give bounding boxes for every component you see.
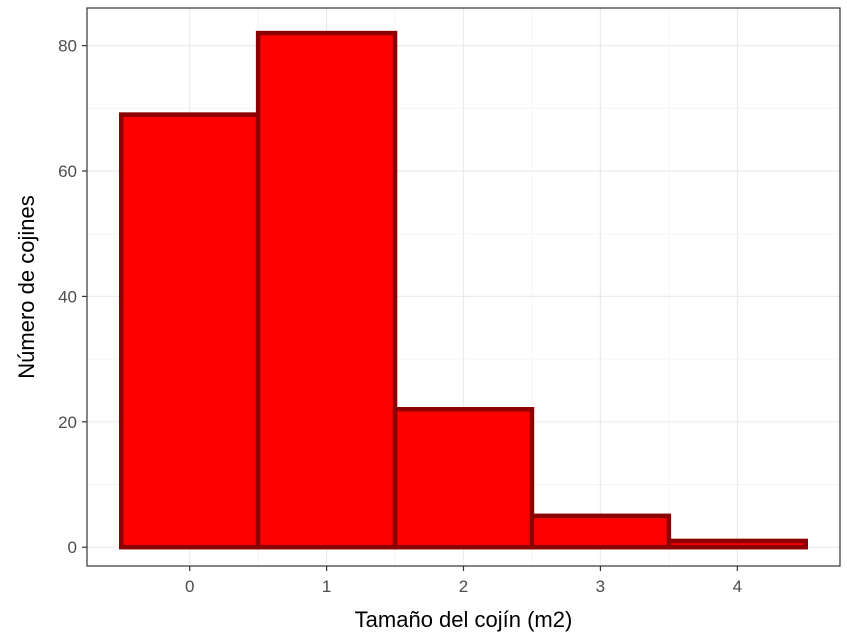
y-tick-label: 0 xyxy=(68,538,77,557)
bars xyxy=(118,30,809,550)
x-tick-label: 1 xyxy=(322,577,331,596)
x-tick-label: 2 xyxy=(459,577,468,596)
bar-1 xyxy=(255,30,398,550)
x-tick-label: 3 xyxy=(596,577,605,596)
y-tick-label: 20 xyxy=(58,413,77,432)
y-tick-label: 40 xyxy=(58,287,77,306)
y-axis-ticks: 0 20 40 60 80 xyxy=(58,37,87,557)
bar-3 xyxy=(529,513,672,550)
bar-2 xyxy=(392,407,535,550)
bar-4 xyxy=(666,538,809,550)
y-tick-label: 60 xyxy=(58,162,77,181)
x-tick-label: 0 xyxy=(185,577,194,596)
x-tick-label: 4 xyxy=(733,577,742,596)
y-tick-label: 80 xyxy=(58,37,77,56)
x-axis-title: Tamaño del cojín (m2) xyxy=(355,607,573,632)
x-axis-ticks: 0 1 2 3 4 xyxy=(185,566,742,596)
y-axis-title: Número de cojines xyxy=(14,195,39,378)
bar-0 xyxy=(118,112,261,550)
